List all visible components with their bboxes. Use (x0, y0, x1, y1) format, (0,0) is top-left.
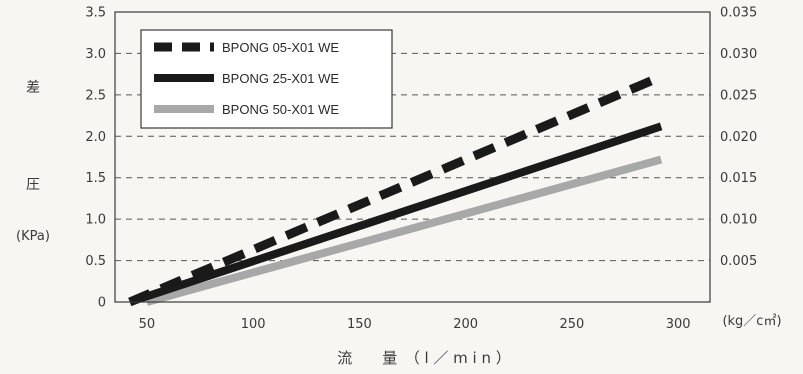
series-line-2 (128, 122, 663, 306)
x-axis-label: 流 量 （ l ／ m i n ） (337, 349, 511, 367)
x-tick-label: 250 (559, 317, 584, 332)
y-right-tick-label: 0.020 (720, 130, 757, 145)
y-axis-right-label: (kg／c㎡) (722, 314, 781, 329)
x-tick-label: 100 (241, 317, 266, 332)
legend-label-1: BPONG 05-X01 WE (222, 40, 339, 55)
y-right-tick-label: 0.025 (720, 88, 757, 103)
legend: BPONG 05-X01 WE BPONG 25-X01 WE BPONG 50-X… (140, 29, 393, 129)
y-axis-label-middle: 圧 (26, 177, 40, 193)
y-right-tick-label: 0.030 (720, 47, 757, 62)
y-right-tick-label: 0.010 (720, 213, 757, 228)
y-tick-label: 1.0 (85, 213, 106, 228)
x-axis-ticks: 50 100 150 200 250 300 (139, 317, 691, 332)
y-right-tick-label: 0.005 (720, 254, 757, 269)
y-tick-label: 0.5 (85, 254, 106, 269)
y-axis-right-ticks: 0.005 0.010 0.015 0.020 0.025 0.030 0.035 (720, 6, 757, 270)
series-lines (128, 72, 663, 307)
plot-frame (114, 11, 711, 303)
x-tick-label: 300 (666, 317, 691, 332)
y-tick-label: 2.5 (85, 88, 106, 103)
y-axis-left-ticks: 0 0.5 1.0 1.5 2.0 2.5 3.0 3.5 (85, 6, 106, 311)
y-right-tick-label: 0.015 (720, 171, 757, 186)
x-tick-label: 50 (139, 317, 156, 332)
y-tick-label: 0 (98, 296, 106, 311)
x-tick-label: 150 (347, 317, 372, 332)
y-right-tick-label: 0.035 (720, 6, 757, 21)
y-axis-label-top: 差 (26, 80, 40, 96)
x-tick-label: 200 (453, 317, 478, 332)
y-tick-label: 3.0 (85, 47, 106, 62)
y-axis-label-unit: (KPa) (16, 229, 50, 244)
y-tick-label: 3.5 (85, 6, 106, 21)
series-line-3 (145, 155, 663, 306)
legend-label-3: BPONG 50-X01 WE (222, 102, 339, 117)
y-tick-label: 1.5 (85, 171, 106, 186)
series-line-1 (128, 72, 663, 307)
y-tick-label: 2.0 (85, 130, 106, 145)
legend-label-2: BPONG 25-X01 WE (222, 71, 339, 86)
